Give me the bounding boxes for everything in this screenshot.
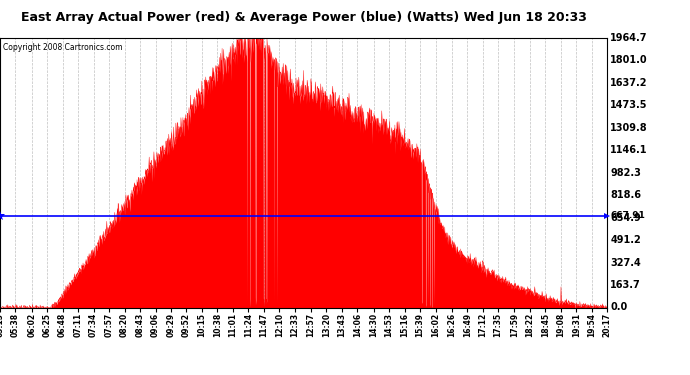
Text: 163.7: 163.7 [610,280,641,290]
Text: 0.0: 0.0 [610,303,627,312]
Text: 1637.2: 1637.2 [610,78,648,87]
Text: 667.91: 667.91 [610,211,645,220]
Text: 818.6: 818.6 [610,190,641,200]
Text: 1473.5: 1473.5 [610,100,648,110]
Text: Copyright 2008 Cartronics.com: Copyright 2008 Cartronics.com [3,43,123,52]
Text: East Array Actual Power (red) & Average Power (blue) (Watts) Wed Jun 18 20:33: East Array Actual Power (red) & Average … [21,11,586,24]
Text: 1964.7: 1964.7 [610,33,648,42]
Text: 982.3: 982.3 [610,168,641,177]
Text: 491.2: 491.2 [610,235,641,245]
Text: 327.4: 327.4 [610,258,641,267]
Text: 654.9: 654.9 [610,213,641,222]
Text: 1146.1: 1146.1 [610,145,648,155]
Text: 1801.0: 1801.0 [610,55,648,65]
Text: 1309.8: 1309.8 [610,123,648,132]
